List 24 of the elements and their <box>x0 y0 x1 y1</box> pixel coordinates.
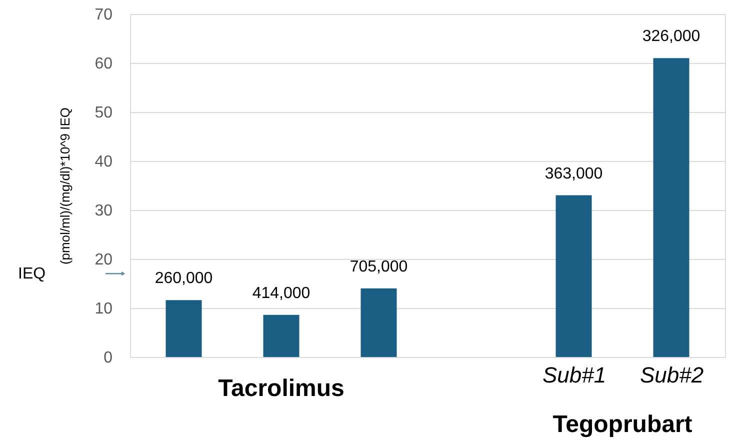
y-tick-label: 70 <box>94 6 113 24</box>
y-tick-label: 40 <box>94 154 113 170</box>
y-tick-label: 0 <box>104 350 113 366</box>
y-tick-label: 30 <box>94 202 113 220</box>
annotation: 326,000 <box>642 28 700 46</box>
y-axis-title: (pmol/ml)/(mg/dl)*10^9 IEQ <box>58 107 73 265</box>
bar <box>653 58 690 357</box>
y-tick-label: 10 <box>94 300 113 318</box>
annotation: 705,000 <box>350 258 408 276</box>
bar <box>263 314 300 357</box>
y-tick-label: 20 <box>94 252 113 268</box>
text: Tegoprubart <box>552 411 692 438</box>
y-tick-label: 50 <box>94 104 113 122</box>
bar <box>360 288 397 357</box>
annotation: 414,000 <box>252 284 310 302</box>
y-tick-label: 60 <box>94 56 113 72</box>
text: Tacrolimus <box>218 375 344 402</box>
annotation: 363,000 <box>544 165 603 182</box>
text: IEQ <box>18 266 46 283</box>
bar <box>556 195 592 357</box>
x-tick-label: Sub#1 <box>542 362 606 388</box>
bar <box>166 300 202 357</box>
x-tick-label: Sub#2 <box>640 362 704 388</box>
annotation: 260,000 <box>154 270 213 288</box>
